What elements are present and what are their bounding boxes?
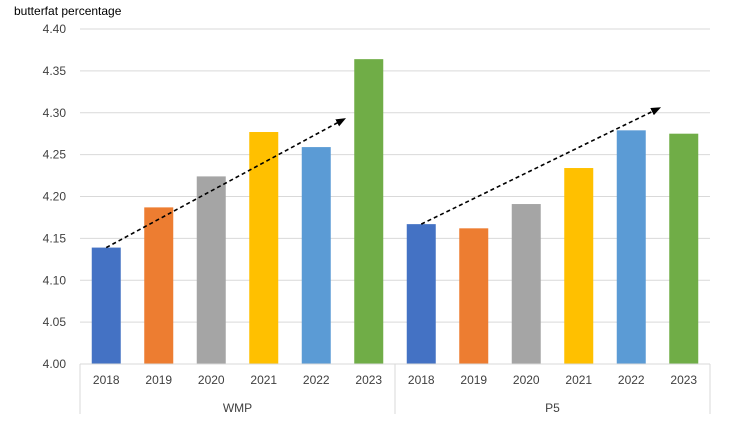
y-tick-label: 4.25 [43, 148, 67, 162]
bar-wmp-2023 [354, 59, 384, 365]
x-tick-label: 2018 [93, 373, 120, 387]
y-tick-label: 4.10 [43, 273, 67, 287]
x-tick-label: 2022 [303, 373, 330, 387]
x-tick-label: 2023 [355, 373, 382, 387]
x-tick-label: 2019 [145, 373, 172, 387]
x-tick-label: 2020 [513, 373, 540, 387]
bar-p5-2023 [669, 133, 699, 364]
y-tick-label: 4.40 [43, 22, 67, 36]
bar-wmp-2021 [249, 132, 279, 364]
gridlines [80, 28, 710, 323]
bar-p5-2022 [616, 130, 646, 364]
x-tick-label: 2021 [565, 373, 592, 387]
y-tick-label: 4.05 [43, 315, 67, 329]
group-label: P5 [545, 401, 560, 415]
bar-wmp-2018 [91, 247, 121, 364]
trend-arrows [105, 107, 662, 249]
y-tick-label: 4.35 [43, 64, 67, 78]
x-tick-label: 2021 [250, 373, 277, 387]
x-axis: 2018 2019 2020 2021 2022 2023 WMP 2018 2019 2020 2… [79, 363, 711, 415]
bar-wmp-2020 [196, 176, 226, 364]
y-tick-label: 4.30 [43, 106, 67, 120]
bar-p5-2020 [511, 204, 541, 364]
group-label: WMP [223, 401, 252, 415]
x-tick-label: 2019 [460, 373, 487, 387]
trend-arrow-p5 [420, 107, 662, 225]
y-axis-ticks: 4.00 4.05 4.10 4.15 4.20 4.25 4.30 4.35 4.40 [43, 22, 67, 371]
x-tick-label: 2020 [198, 373, 225, 387]
trend-arrow-wmp [105, 117, 347, 249]
y-tick-label: 4.15 [43, 231, 67, 245]
bar-p5-2018 [406, 224, 436, 364]
y-axis-label: butterfat percentage [14, 4, 122, 18]
bar-wmp-2019 [144, 207, 174, 364]
bars [91, 59, 699, 365]
bar-p5-2021 [564, 168, 594, 364]
x-tick-label: 2018 [408, 373, 435, 387]
x-tick-label: 2023 [670, 373, 697, 387]
bar-p5-2019 [459, 228, 489, 364]
x-tick-label: 2022 [618, 373, 645, 387]
y-tick-label: 4.00 [43, 357, 67, 371]
bar-wmp-2022 [301, 147, 331, 364]
y-tick-label: 4.20 [43, 190, 67, 204]
